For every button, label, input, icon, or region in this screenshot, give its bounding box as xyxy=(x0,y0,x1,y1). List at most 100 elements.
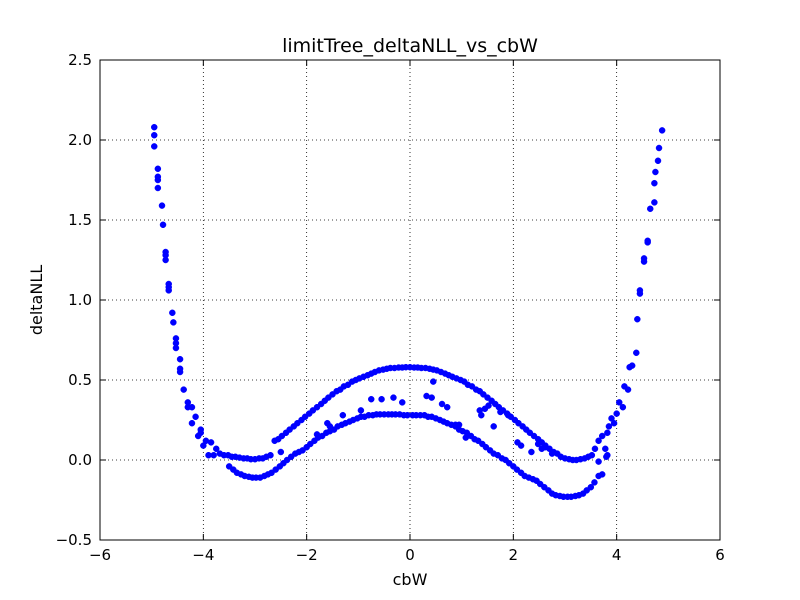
data-point xyxy=(604,451,611,459)
data-point xyxy=(624,386,632,393)
axis-ticks: −6 −4 −2 0 2 4 6 −0.5 0.0 0.5 1.0 1.5 2.0 2.5 xyxy=(56,51,725,564)
data-point xyxy=(357,407,365,414)
x-axis-label: cbW xyxy=(393,570,428,589)
data-point xyxy=(207,439,215,446)
data-point xyxy=(378,395,385,403)
data-point xyxy=(438,400,446,408)
data-point xyxy=(658,127,666,134)
data-point xyxy=(644,239,651,246)
x-tick-label: 2 xyxy=(509,546,519,564)
data-point xyxy=(151,123,158,131)
data-point xyxy=(517,442,525,449)
data-point xyxy=(588,451,596,459)
data-point xyxy=(651,179,658,187)
data-point xyxy=(326,423,334,430)
data-point xyxy=(647,205,654,213)
data-point xyxy=(595,437,602,445)
data-point xyxy=(528,448,535,456)
data-point xyxy=(151,143,158,150)
y-tick-label: 2.5 xyxy=(68,51,92,69)
data-point xyxy=(652,168,659,176)
chart-title: limitTree_deltaNLL_vs_cbW xyxy=(282,35,538,57)
y-tick-label: 1.0 xyxy=(68,291,92,309)
data-point xyxy=(548,450,556,457)
data-point xyxy=(368,395,375,403)
data-point xyxy=(170,319,177,326)
data-point xyxy=(604,429,611,437)
data-point xyxy=(633,349,640,357)
data-point xyxy=(478,411,485,419)
data-point xyxy=(313,431,321,438)
data-point xyxy=(651,199,658,206)
data-point xyxy=(504,411,512,419)
data-point xyxy=(598,432,606,440)
data-point xyxy=(591,445,599,453)
x-tick-label: 6 xyxy=(715,546,725,564)
data-point xyxy=(158,202,166,209)
data-point xyxy=(267,451,274,459)
data-point xyxy=(169,309,176,317)
data-point xyxy=(210,451,217,459)
data-point xyxy=(443,403,451,411)
y-tick-label: 1.5 xyxy=(68,211,92,229)
data-point xyxy=(619,403,627,411)
x-tick-label: −6 xyxy=(89,546,111,564)
data-point xyxy=(176,368,184,376)
data-point xyxy=(176,355,184,363)
data-point xyxy=(277,448,285,456)
data-point xyxy=(587,483,595,491)
data-point xyxy=(534,440,542,448)
data-point xyxy=(542,443,549,451)
y-tick-label: 2.0 xyxy=(68,131,92,149)
data-point xyxy=(430,378,437,385)
data-point xyxy=(455,421,463,429)
data-point xyxy=(610,419,618,427)
y-tick-label: 0.5 xyxy=(68,371,92,389)
data-point xyxy=(634,315,641,323)
data-point xyxy=(428,394,435,401)
data-point xyxy=(154,165,162,173)
x-tick-label: 4 xyxy=(612,546,622,564)
data-point xyxy=(497,408,504,416)
data-point xyxy=(188,419,196,427)
data-point xyxy=(654,157,662,165)
data-point xyxy=(640,258,648,265)
data-point xyxy=(399,399,406,406)
x-tick-label: −2 xyxy=(296,546,318,564)
data-point xyxy=(628,362,636,369)
data-point xyxy=(613,410,620,417)
data-point xyxy=(490,423,497,430)
data-point xyxy=(165,287,172,294)
data-point xyxy=(188,403,196,411)
data-point xyxy=(159,221,167,229)
data-point xyxy=(192,413,199,421)
x-tick-label: 0 xyxy=(405,546,415,564)
data-point xyxy=(595,458,602,465)
data-point xyxy=(602,445,609,453)
data-point xyxy=(390,394,397,401)
data-point xyxy=(591,479,598,486)
data-point xyxy=(172,344,180,352)
data-point xyxy=(151,131,158,139)
x-tick-label: −4 xyxy=(192,546,214,564)
data-point xyxy=(462,434,470,441)
data-point xyxy=(213,445,220,453)
data-point xyxy=(180,386,187,393)
data-points xyxy=(151,123,666,501)
data-point xyxy=(605,423,613,430)
gridlines xyxy=(100,60,720,540)
data-point xyxy=(485,402,492,409)
data-point xyxy=(655,144,663,152)
y-tick-label: −0.5 xyxy=(56,531,92,549)
data-point xyxy=(598,471,606,478)
data-point xyxy=(339,411,347,419)
data-point xyxy=(162,256,169,264)
data-point xyxy=(154,176,162,184)
data-point xyxy=(636,290,644,297)
y-axis-label: deltaNLL xyxy=(27,265,46,335)
data-point xyxy=(616,399,623,406)
data-point xyxy=(197,429,204,437)
data-point xyxy=(154,184,162,192)
y-tick-label: 0.0 xyxy=(68,451,92,469)
